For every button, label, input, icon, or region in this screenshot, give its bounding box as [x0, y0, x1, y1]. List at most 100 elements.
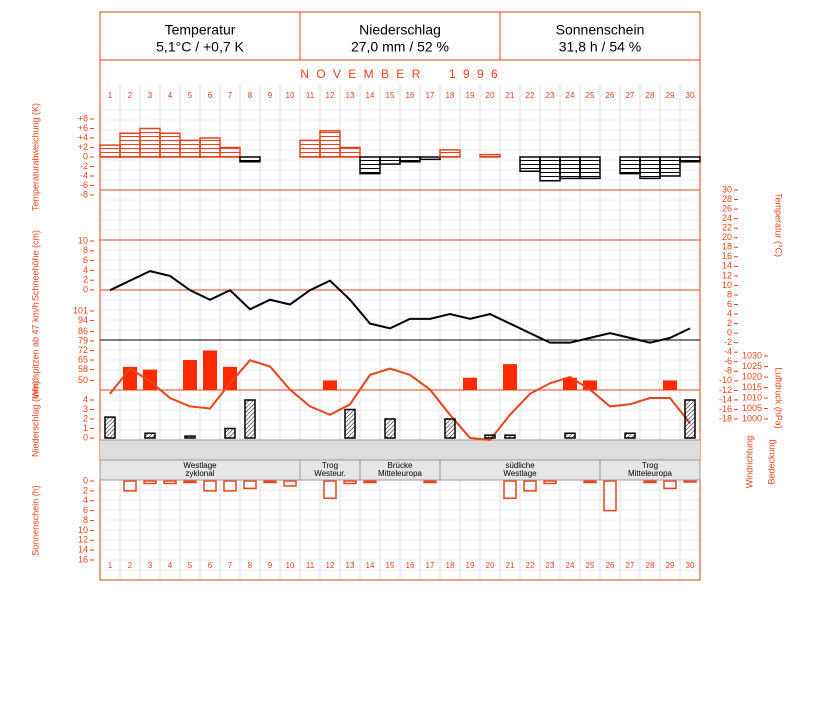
y-tick-label: 1030: [742, 350, 762, 360]
bar: [183, 360, 197, 390]
y-tick-label: -14: [719, 394, 732, 404]
day-label: 25: [586, 561, 595, 570]
y-tick-label: 20: [722, 232, 732, 242]
y-tick-label: 16: [78, 554, 88, 564]
bar: [684, 399, 696, 439]
deviation-bar: [99, 144, 121, 158]
axis-title: Windrichtung: [744, 436, 754, 489]
deviation-bar: [219, 146, 241, 158]
y-tick-label: 24: [722, 213, 732, 223]
y-tick-label: 101: [73, 305, 88, 315]
y-tick-label: 18: [722, 242, 732, 252]
y-tick-label: 12: [722, 270, 732, 280]
y-tick-label: 22: [722, 223, 732, 233]
deviation-bar: [339, 146, 361, 158]
bar: [583, 480, 597, 484]
day-label: 27: [626, 91, 635, 100]
bar: [143, 369, 157, 390]
day-label: 24: [566, 561, 575, 570]
bar: [144, 432, 156, 439]
day-label: 15: [386, 561, 395, 570]
day-label: 7: [228, 561, 233, 570]
bar: [603, 480, 617, 512]
y-tick-label: -8: [80, 189, 88, 199]
day-label: 16: [406, 561, 415, 570]
weather-type-label: Westeur.: [314, 469, 345, 478]
header-title: Sonnenschein: [556, 22, 645, 38]
day-label: 21: [506, 91, 515, 100]
y-tick-label: 86: [78, 326, 88, 336]
y-tick-label: 14: [78, 545, 88, 555]
y-tick-label: -8: [724, 366, 732, 376]
weather-type-label: Trog: [322, 461, 338, 470]
y-tick-label: 1005: [742, 403, 762, 413]
day-label: 24: [566, 91, 575, 100]
bar: [423, 480, 437, 484]
bar: [523, 480, 537, 492]
day-label: 18: [446, 91, 455, 100]
y-tick-label: 58: [78, 364, 88, 374]
y-tick-label: 1010: [742, 392, 762, 402]
deviation-bar: [199, 137, 221, 158]
bar: [323, 380, 337, 390]
bar: [263, 480, 277, 484]
day-label: 10: [286, 91, 295, 100]
day-label: 11: [306, 91, 315, 100]
header-value: 31,8 h / 54 %: [559, 39, 642, 55]
deviation-bar: [139, 127, 161, 158]
deviation-bar: [299, 139, 321, 158]
y-tick-label: -16: [719, 404, 732, 414]
day-label: 5: [188, 91, 193, 100]
day-label: 14: [366, 561, 375, 570]
bar: [484, 434, 496, 439]
y-tick-label: 6: [83, 505, 88, 515]
y-tick-label: 79: [78, 335, 88, 345]
bar: [323, 480, 337, 500]
deviation-bar: [579, 156, 601, 180]
day-label: 19: [466, 561, 475, 570]
bar: [543, 480, 557, 485]
day-label: 14: [366, 91, 375, 100]
deviation-bar: [639, 156, 661, 180]
day-label: 4: [168, 91, 173, 100]
y-tick-label: 30: [722, 184, 732, 194]
day-label: 21: [506, 561, 515, 570]
deviation-bar: [239, 156, 261, 163]
day-label: 25: [586, 91, 595, 100]
y-tick-label: 0: [727, 328, 732, 338]
axis-title: Temperatur (°C): [774, 193, 784, 257]
y-tick-label: 28: [722, 194, 732, 204]
day-label: 30: [686, 91, 695, 100]
deviation-bar: [479, 153, 501, 158]
y-tick-label: -18: [719, 413, 732, 423]
bar: [283, 480, 297, 487]
day-label: 20: [486, 561, 495, 570]
day-label: 3: [148, 91, 153, 100]
y-tick-label: 8: [727, 289, 732, 299]
day-label: 26: [606, 561, 615, 570]
day-label: 13: [346, 91, 355, 100]
day-label: 10: [286, 561, 295, 570]
deviation-bar: [679, 156, 701, 163]
bar: [343, 480, 357, 485]
y-tick-label: +6: [78, 123, 88, 133]
line: [109, 270, 691, 344]
day-label: 15: [386, 91, 395, 100]
axis-title: Bedeckung: [766, 439, 776, 484]
y-tick-label: 4: [83, 495, 88, 505]
axis-title: Sonnenschein (h): [30, 485, 40, 556]
day-label: 20: [486, 91, 495, 100]
bar: [123, 366, 137, 390]
y-tick-label: -4: [724, 347, 732, 357]
y-tick-label: 1000: [742, 413, 762, 423]
y-tick-label: 1015: [742, 382, 762, 392]
y-tick-label: 12: [78, 535, 88, 545]
day-label: 29: [666, 561, 675, 570]
day-label: 8: [248, 561, 253, 570]
bar: [203, 480, 217, 492]
bar: [583, 380, 597, 390]
day-label: 23: [546, 91, 555, 100]
bar: [223, 366, 237, 390]
bar: [444, 418, 456, 439]
